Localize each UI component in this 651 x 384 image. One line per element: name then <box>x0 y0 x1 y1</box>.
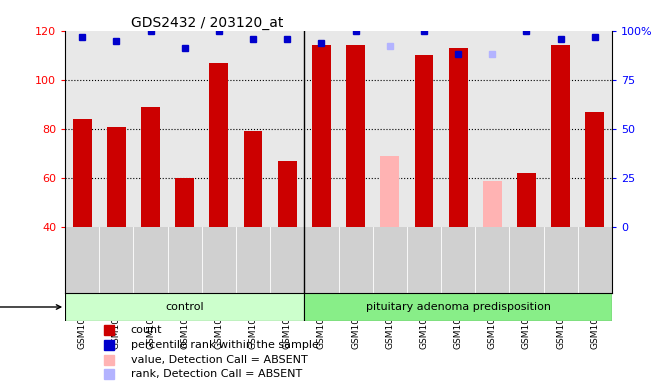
Text: pituitary adenoma predisposition: pituitary adenoma predisposition <box>366 302 551 312</box>
Bar <box>278 161 297 227</box>
Text: control: control <box>165 302 204 312</box>
Bar <box>449 48 467 227</box>
Bar <box>243 131 262 227</box>
Text: value, Detection Call = ABSENT: value, Detection Call = ABSENT <box>131 354 307 364</box>
Text: count: count <box>131 325 162 335</box>
Bar <box>304 293 612 321</box>
Bar <box>175 178 194 227</box>
Bar <box>73 119 92 227</box>
Bar <box>415 55 434 227</box>
Text: GDS2432 / 203120_at: GDS2432 / 203120_at <box>131 16 283 30</box>
Bar <box>483 180 502 227</box>
Bar <box>65 293 304 321</box>
Text: rank, Detection Call = ABSENT: rank, Detection Call = ABSENT <box>131 369 302 379</box>
Text: percentile rank within the sample: percentile rank within the sample <box>131 340 318 350</box>
Bar <box>107 127 126 227</box>
Bar <box>517 173 536 227</box>
Bar <box>346 45 365 227</box>
Text: disease state: disease state <box>0 302 61 312</box>
Bar <box>312 45 331 227</box>
Bar <box>141 107 160 227</box>
Bar <box>380 156 399 227</box>
Bar <box>210 63 229 227</box>
Bar <box>551 45 570 227</box>
Bar <box>585 112 604 227</box>
